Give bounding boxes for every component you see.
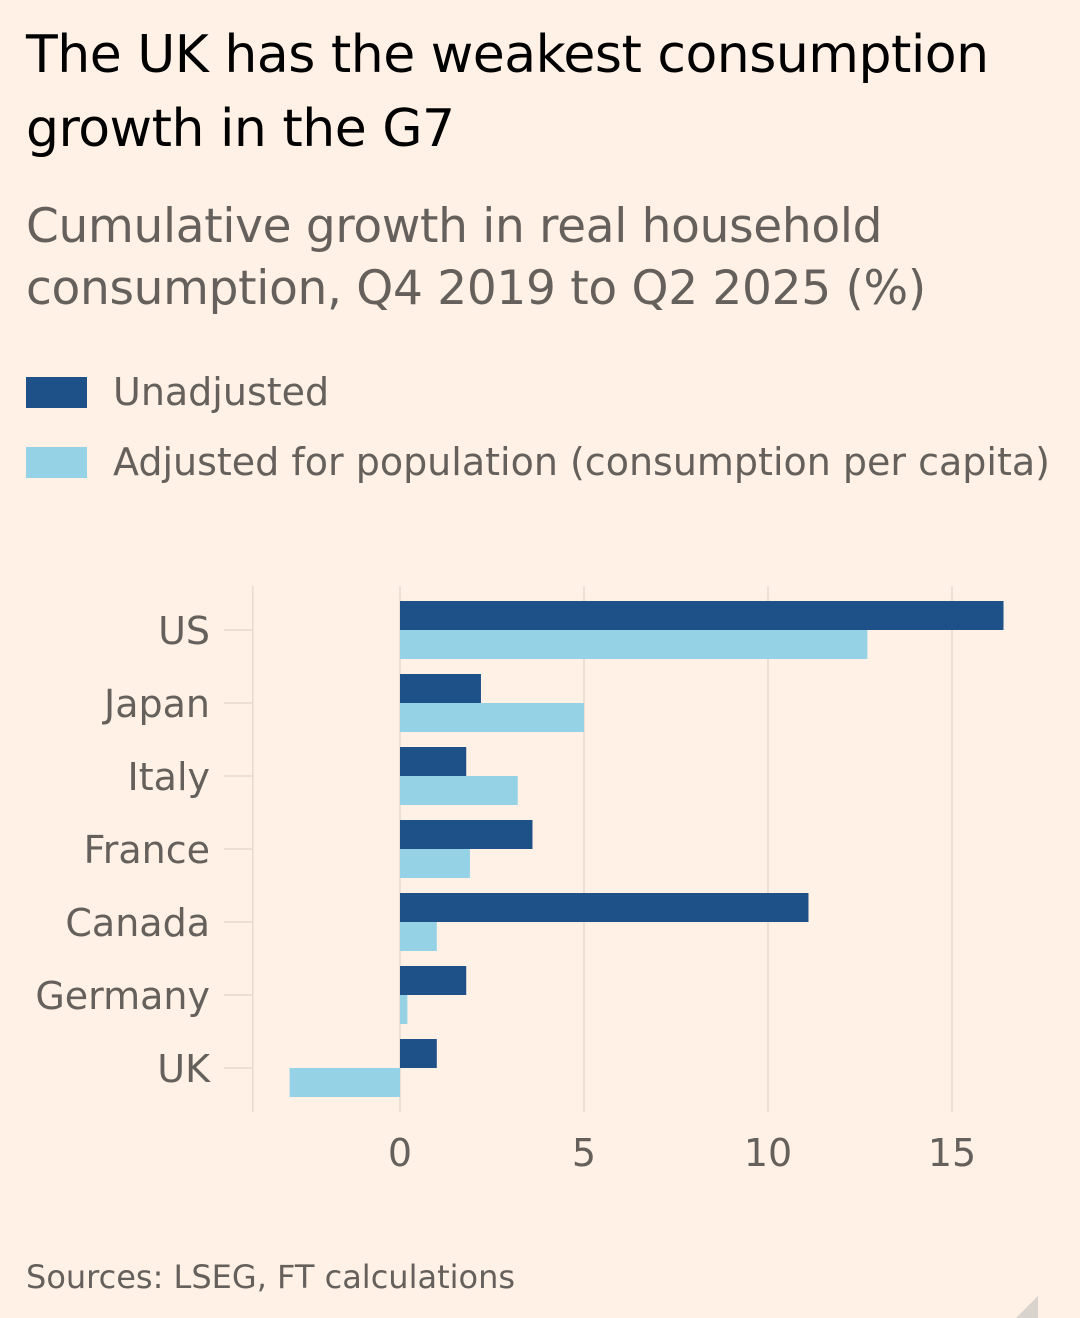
y-tick-label: Japan	[102, 682, 210, 726]
bar-adjusted-italy	[400, 776, 518, 805]
corner-decoration	[1016, 1296, 1038, 1318]
x-tick-label: 5	[572, 1131, 596, 1175]
legend-item-unadjusted: Unadjusted	[26, 368, 1050, 416]
legend: Unadjusted Adjusted for population (cons…	[26, 368, 1050, 508]
bar-adjusted-canada	[400, 922, 437, 951]
y-tick-label: Germany	[35, 974, 210, 1018]
legend-label-adjusted: Adjusted for population (consumption per…	[113, 440, 1050, 484]
chart-subtitle: Cumulative growth in real household cons…	[26, 199, 926, 316]
bar-unadjusted-italy	[400, 747, 467, 776]
x-tick-label: 0	[388, 1131, 412, 1175]
y-tick-label: Canada	[65, 901, 210, 945]
bar-unadjusted-germany	[400, 966, 467, 995]
bar-unadjusted-japan	[400, 674, 481, 703]
bar-unadjusted-canada	[400, 893, 809, 922]
legend-item-adjusted: Adjusted for population (consumption per…	[26, 438, 1050, 486]
legend-swatch-adjusted	[26, 446, 87, 478]
chart-title: The UK has the weakest consumption growt…	[26, 25, 989, 159]
bar-unadjusted-us	[400, 601, 1004, 630]
bar-adjusted-germany	[400, 995, 408, 1024]
y-tick-label: France	[84, 828, 210, 872]
legend-swatch-unadjusted	[26, 376, 87, 408]
bar-adjusted-france	[400, 849, 470, 878]
y-tick-label: US	[158, 609, 210, 653]
bar-adjusted-us	[400, 630, 868, 659]
legend-label-unadjusted: Unadjusted	[113, 370, 330, 414]
x-tick-label: 15	[928, 1131, 976, 1175]
y-tick-label: UK	[157, 1047, 211, 1091]
y-tick-label: Italy	[128, 755, 210, 799]
source-note: Sources: LSEG, FT calculations	[26, 1258, 516, 1296]
x-tick-label: 10	[744, 1131, 792, 1175]
bar-adjusted-uk	[289, 1068, 400, 1097]
bar-adjusted-japan	[400, 703, 584, 732]
bar-unadjusted-uk	[400, 1039, 437, 1068]
bar-unadjusted-france	[400, 820, 533, 849]
